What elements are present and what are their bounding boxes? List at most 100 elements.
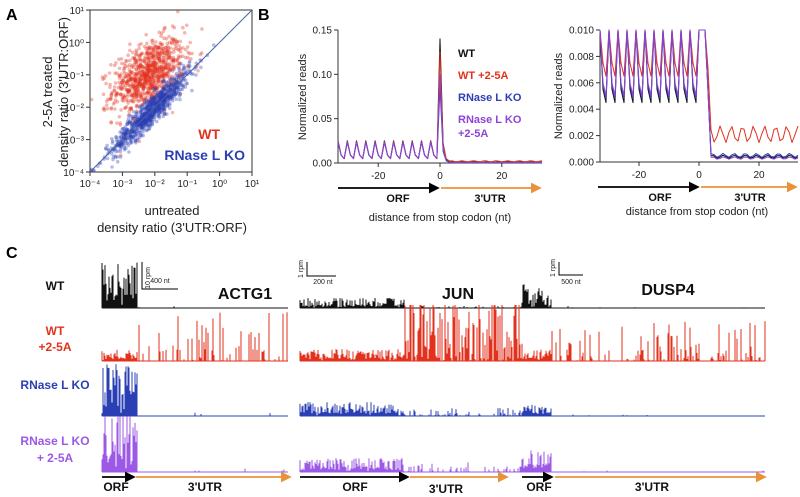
scatter-point — [129, 121, 133, 126]
scatter-point — [185, 45, 190, 49]
scatter-point — [157, 55, 162, 59]
scatter-point — [171, 64, 175, 68]
row-label-ko-treated-1: RNase L KO — [20, 434, 89, 448]
scatter-point — [157, 57, 161, 61]
scatter-point — [163, 96, 167, 100]
scatter-point — [183, 47, 188, 52]
scatter-point — [157, 56, 161, 61]
scatter-point — [126, 143, 131, 148]
scatter-point — [131, 65, 136, 70]
scatter-point — [145, 90, 149, 95]
scatter-point — [145, 91, 150, 95]
scatter-point — [166, 44, 170, 49]
scatter-point — [148, 118, 153, 122]
scatter-point — [147, 67, 151, 72]
scatter-point — [160, 109, 164, 113]
scatter-point — [154, 75, 159, 79]
scatter-point — [137, 68, 141, 72]
scale-x-dusp4: 500 nt — [561, 279, 581, 286]
scatter-point — [149, 96, 153, 100]
scatter-point — [140, 125, 144, 130]
scatter-point — [174, 78, 179, 82]
scatter-point — [157, 105, 161, 110]
scatter-point — [164, 66, 169, 71]
scatter-point — [153, 83, 157, 87]
scatter-point — [126, 116, 131, 121]
a-ylabel-line2: density ratio (3'UTR:ORF) — [56, 17, 71, 167]
scatter-point — [168, 94, 172, 99]
scatter-point — [153, 87, 158, 91]
scatter-point — [170, 90, 174, 95]
ytick-label: 0.10 — [313, 70, 333, 81]
scatter-point — [148, 104, 153, 109]
scatter-point — [125, 130, 129, 135]
bl-xlabel: distance from stop codon (nt) — [369, 212, 511, 224]
scatter-point — [121, 127, 125, 131]
scatter-point — [171, 81, 176, 85]
scatter-point — [149, 101, 154, 105]
scatter-point — [109, 107, 113, 111]
scatter-point — [156, 45, 161, 50]
scatter-point — [145, 82, 149, 87]
scatter-point — [176, 73, 181, 78]
scatter-point — [147, 67, 151, 72]
scatter-point — [122, 80, 127, 85]
scatter-point — [112, 85, 117, 89]
scatter-point — [155, 62, 160, 66]
scatter-point — [143, 75, 148, 80]
scatter-point — [149, 94, 154, 99]
scatter-point — [146, 117, 151, 121]
scatter-point — [167, 94, 171, 99]
scatter-point — [149, 77, 153, 82]
scatter-point — [122, 66, 126, 71]
scatter-point — [127, 68, 132, 72]
ytick-label: 0.00 — [313, 159, 333, 170]
scatter-point — [128, 119, 132, 123]
scatter-point — [138, 82, 142, 87]
scatter-point — [140, 102, 145, 107]
scatter-point — [128, 107, 132, 111]
scatter-point — [181, 83, 185, 87]
scatter-point — [127, 120, 132, 125]
scatter-point — [165, 49, 169, 53]
scatter-point — [122, 129, 127, 133]
scatter-point — [143, 55, 147, 60]
scatter-point — [150, 115, 155, 120]
scatter-point — [125, 95, 129, 99]
scatter-point — [125, 141, 129, 145]
scatter-point — [142, 107, 146, 111]
scatter-point — [160, 89, 165, 94]
ytick-label: 0.000 — [569, 158, 594, 169]
scatter-point — [163, 87, 167, 92]
scatter-point — [156, 69, 160, 74]
scatter-point — [147, 75, 152, 79]
scatter-point — [132, 62, 136, 67]
scatter-point — [178, 87, 183, 92]
scatter-point — [145, 106, 150, 111]
scatter-point — [136, 86, 140, 91]
scatter-point — [154, 93, 158, 97]
scatter-point — [112, 88, 117, 93]
scatter-point — [119, 108, 123, 112]
scatter-point — [105, 106, 110, 111]
scatter-point — [162, 93, 166, 97]
bl-utr-label: 3'UTR — [474, 193, 505, 205]
scatter-point — [134, 89, 139, 94]
scatter-point — [122, 85, 126, 89]
scatter-point — [123, 137, 128, 142]
scatter-point — [172, 67, 176, 71]
scatter-point — [157, 57, 162, 61]
scatter-point — [123, 94, 127, 98]
scatter-point — [148, 124, 153, 128]
scatter-point — [150, 86, 155, 91]
scatter-point — [130, 93, 134, 97]
scatter-point — [142, 81, 147, 85]
scatter-point — [168, 55, 172, 59]
scatter-point — [147, 119, 151, 124]
scatter-point — [148, 118, 152, 122]
scatter-point — [145, 56, 150, 61]
scatter-point — [133, 129, 137, 133]
scatter-point — [153, 96, 157, 100]
gene-label-dusp4: DUSP4 — [641, 282, 694, 299]
scatter-point — [138, 58, 143, 62]
